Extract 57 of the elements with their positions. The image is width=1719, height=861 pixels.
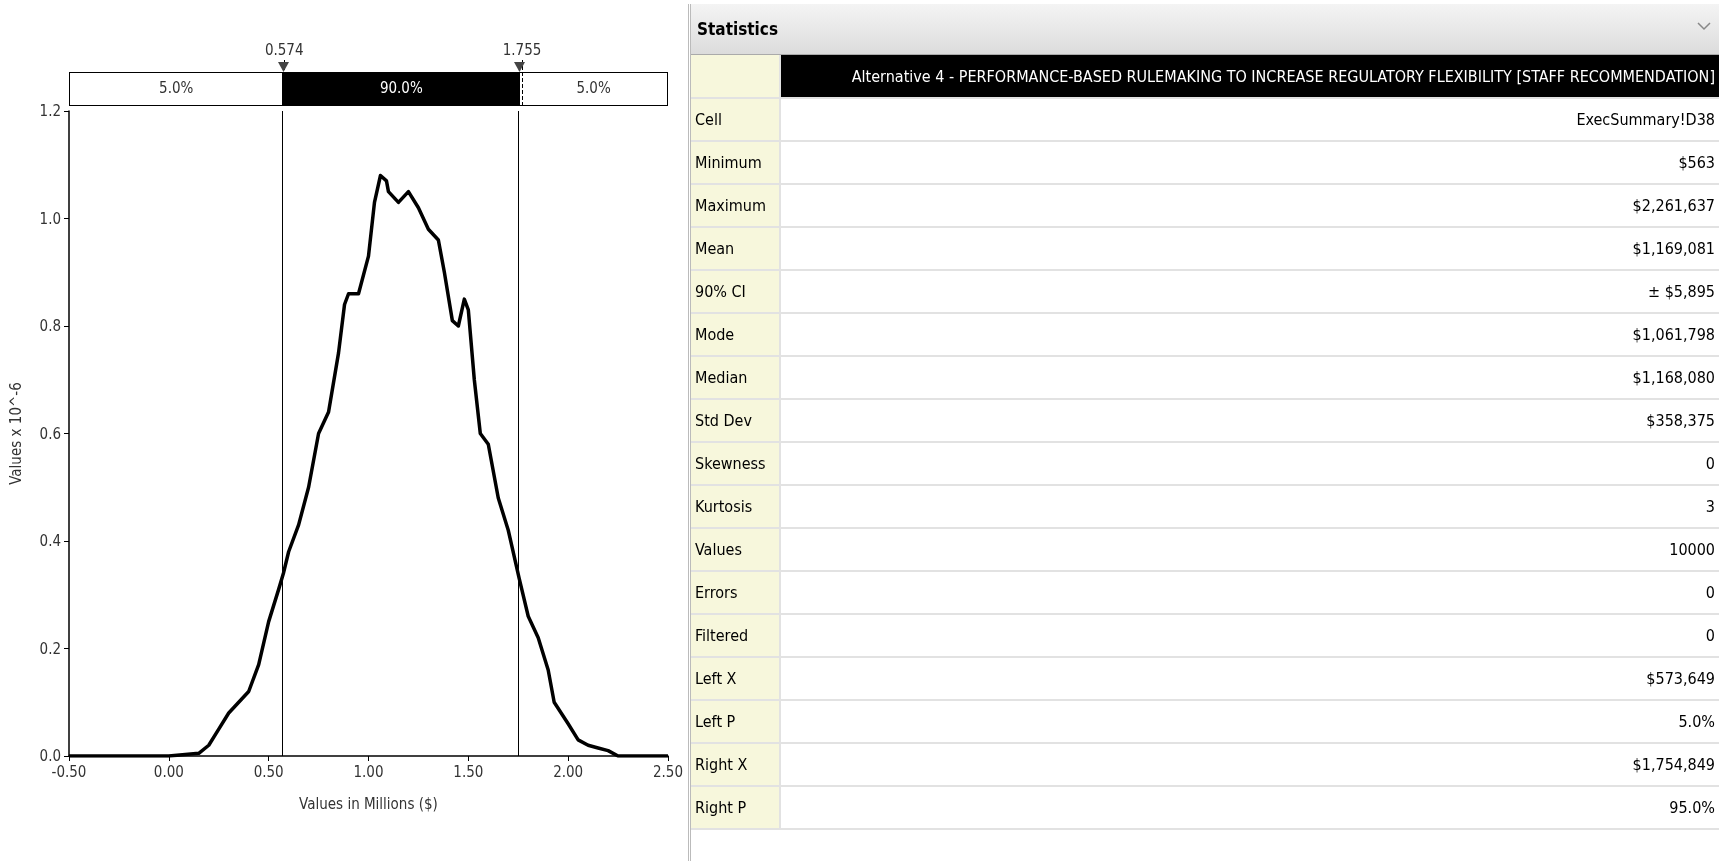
- category-label: Minimum: [691, 141, 780, 184]
- text: $358,375: [1646, 411, 1715, 430]
- y-tick-label: 1.0: [39, 209, 61, 228]
- text: Statistics: [691, 4, 1719, 55]
- category-label: Filtered: [691, 614, 780, 657]
- x-tick-label: -0.50: [51, 762, 87, 781]
- y-axis-title: Values x 10^-6: [6, 382, 25, 485]
- text: 3: [1705, 497, 1715, 516]
- category-label: Right P: [691, 786, 780, 829]
- text: 0: [1705, 583, 1715, 602]
- text: 10000: [1669, 540, 1715, 559]
- x-axis-title: Values in Millions ($): [299, 794, 438, 813]
- category-label: Cell: [691, 98, 780, 141]
- ref-line-label: 0.574: [264, 40, 304, 59]
- category-label: Values: [691, 528, 780, 571]
- category-label: 90% CI: [691, 270, 780, 313]
- category-label: Std Dev: [691, 399, 780, 442]
- x-tick-label: 0.50: [253, 762, 284, 781]
- text: ExecSummary!D38: [1576, 110, 1715, 129]
- category-label: Errors: [691, 571, 780, 614]
- category-label: Mean: [691, 227, 780, 270]
- text: $1,169,081: [1632, 239, 1715, 258]
- text: $563: [1678, 153, 1715, 172]
- text: 5.0%: [69, 72, 284, 106]
- ref-line-label: 1.755: [502, 40, 542, 59]
- y-tick-label: 0.4: [39, 532, 61, 550]
- category-label: Mode: [691, 313, 780, 356]
- x-tick-label: 1.50: [453, 762, 484, 781]
- category-label: Skewness: [691, 442, 780, 485]
- x-tick-label: 2.00: [553, 762, 584, 781]
- x-tick-label: 2.50: [652, 762, 684, 781]
- x-tick-label: 1.00: [353, 762, 384, 781]
- text: Alternative 4 - PERFORMANCE-BASED RULEMAKING TO INCREASE REGULATORY FLEXIBILITY [STAFF RECOMMENDATION]: [780, 55, 1719, 98]
- text: 5.0%: [519, 72, 668, 106]
- text: ± $5,895: [1648, 282, 1715, 301]
- text: 5.0%: [1678, 712, 1715, 731]
- category-label: Left X: [691, 657, 780, 700]
- category-label: Left P: [691, 700, 780, 743]
- text: $2,261,637: [1632, 196, 1715, 215]
- y-tick-label: 0.2: [39, 639, 61, 658]
- x-tick-label: 0.00: [153, 762, 184, 781]
- y-tick-label: 0.0: [39, 747, 61, 765]
- y-tick-label: 0.8: [39, 317, 61, 335]
- text: 95.0%: [1669, 798, 1715, 817]
- category-label: Maximum: [691, 184, 780, 227]
- text: 0: [1705, 454, 1715, 473]
- category-label: Right X: [691, 743, 780, 786]
- category-label: Median: [691, 356, 780, 399]
- text: $1,061,798: [1632, 325, 1715, 344]
- text: $573,649: [1646, 669, 1715, 688]
- y-tick-label: 1.2: [39, 102, 61, 120]
- text: $1,754,849: [1632, 755, 1715, 774]
- y-tick-label: 0.6: [39, 424, 61, 443]
- text: $1,168,080: [1632, 368, 1715, 387]
- text: 90.0%: [283, 72, 520, 106]
- category-label: Kurtosis: [691, 485, 780, 528]
- text: 0: [1705, 626, 1715, 645]
